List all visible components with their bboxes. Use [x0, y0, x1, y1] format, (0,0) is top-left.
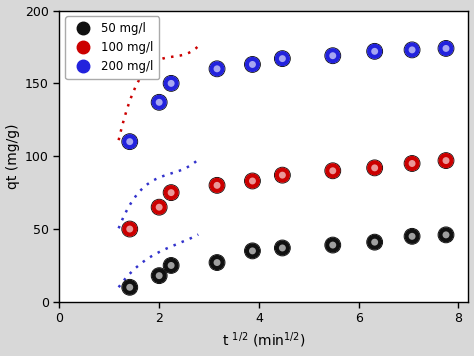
Point — [155, 273, 163, 278]
Point — [442, 158, 450, 163]
Point — [279, 245, 286, 251]
Point — [167, 263, 175, 268]
Point — [371, 239, 378, 245]
Point — [213, 260, 221, 265]
Point — [213, 260, 221, 265]
Point — [249, 178, 256, 184]
Point — [249, 248, 256, 254]
X-axis label: t $^{1/2}$ (min$^{1/2}$): t $^{1/2}$ (min$^{1/2}$) — [222, 331, 306, 350]
Point — [167, 190, 175, 195]
Point — [249, 248, 256, 254]
Point — [279, 172, 286, 178]
Point — [213, 66, 221, 72]
Point — [213, 66, 221, 72]
Point — [167, 263, 175, 268]
Point — [442, 232, 450, 238]
Point — [249, 248, 256, 254]
Point — [329, 168, 337, 174]
Point — [442, 158, 450, 163]
Point — [442, 46, 450, 51]
Point — [126, 139, 134, 145]
Point — [408, 47, 416, 53]
Point — [442, 46, 450, 51]
Point — [329, 242, 337, 248]
Point — [167, 190, 175, 195]
Point — [249, 178, 256, 184]
Point — [126, 226, 134, 232]
Point — [279, 245, 286, 251]
Point — [329, 53, 337, 58]
Point — [155, 273, 163, 278]
Legend: 50 mg/l, 100 mg/l, 200 mg/l: 50 mg/l, 100 mg/l, 200 mg/l — [65, 16, 159, 79]
Point — [442, 46, 450, 51]
Point — [213, 183, 221, 188]
Point — [279, 56, 286, 62]
Point — [155, 204, 163, 210]
Point — [126, 284, 134, 290]
Point — [167, 190, 175, 195]
Point — [126, 226, 134, 232]
Point — [408, 47, 416, 53]
Point — [249, 62, 256, 67]
Point — [329, 242, 337, 248]
Point — [279, 172, 286, 178]
Point — [329, 168, 337, 174]
Point — [408, 161, 416, 166]
Point — [249, 62, 256, 67]
Point — [279, 56, 286, 62]
Point — [126, 284, 134, 290]
Point — [126, 139, 134, 145]
Point — [167, 263, 175, 268]
Point — [155, 273, 163, 278]
Point — [408, 47, 416, 53]
Point — [279, 172, 286, 178]
Point — [249, 178, 256, 184]
Point — [408, 161, 416, 166]
Point — [155, 204, 163, 210]
Point — [167, 80, 175, 86]
Point — [442, 158, 450, 163]
Point — [155, 99, 163, 105]
Point — [371, 165, 378, 171]
Point — [279, 245, 286, 251]
Y-axis label: qt (mg/g): qt (mg/g) — [6, 124, 19, 189]
Point — [126, 226, 134, 232]
Point — [167, 80, 175, 86]
Point — [126, 139, 134, 145]
Point — [442, 232, 450, 238]
Point — [279, 56, 286, 62]
Point — [213, 183, 221, 188]
Point — [213, 260, 221, 265]
Point — [371, 239, 378, 245]
Point — [249, 62, 256, 67]
Point — [155, 99, 163, 105]
Point — [408, 161, 416, 166]
Point — [329, 53, 337, 58]
Point — [371, 165, 378, 171]
Point — [329, 242, 337, 248]
Point — [167, 80, 175, 86]
Point — [371, 48, 378, 54]
Point — [371, 165, 378, 171]
Point — [155, 204, 163, 210]
Point — [371, 48, 378, 54]
Point — [408, 234, 416, 239]
Point — [213, 66, 221, 72]
Point — [126, 284, 134, 290]
Point — [442, 232, 450, 238]
Point — [371, 239, 378, 245]
Point — [371, 48, 378, 54]
Point — [213, 183, 221, 188]
Point — [408, 234, 416, 239]
Point — [408, 234, 416, 239]
Point — [329, 168, 337, 174]
Point — [155, 99, 163, 105]
Point — [329, 53, 337, 58]
